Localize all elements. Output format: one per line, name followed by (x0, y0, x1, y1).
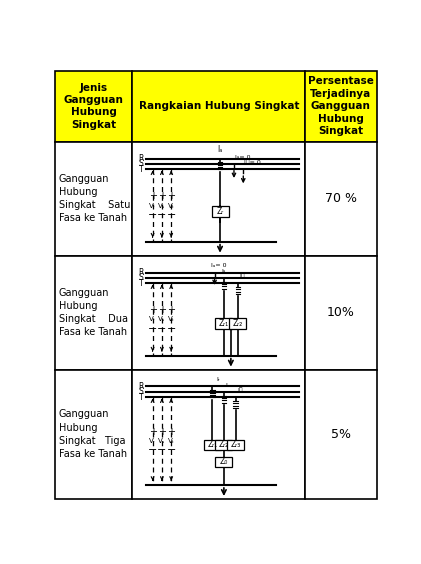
Text: Vₜ: Vₜ (168, 438, 175, 444)
Text: Z₀: Z₀ (220, 457, 228, 466)
Text: Vᵣ: Vᵣ (149, 316, 156, 323)
Text: −: − (157, 446, 167, 455)
Text: Gangguan
Hubung
Singkat   Tiga
Fasa ke Tanah: Gangguan Hubung Singkat Tiga Fasa ke Tan… (59, 409, 127, 459)
Bar (305, 369, 376, 499)
Text: +: + (167, 305, 175, 315)
Text: Rangkaian Hubung Singkat: Rangkaian Hubung Singkat (139, 101, 299, 111)
Text: Gangguan
Hubung
Singkat    Dua
Fasa ke Tanah: Gangguan Hubung Singkat Dua Fasa ke Tana… (59, 288, 128, 337)
Bar (305, 70, 376, 142)
Text: S: S (139, 387, 143, 396)
Text: Vᵣ: Vᵣ (149, 438, 156, 444)
Text: −: − (157, 324, 167, 334)
Text: Vₜ: Vₜ (168, 202, 175, 209)
Text: +: + (149, 427, 157, 437)
Text: Gangguan
Hubung
Singkat    Satu
Fasa ke Tanah: Gangguan Hubung Singkat Satu Fasa ke Tan… (59, 174, 130, 223)
Text: Vᵣ: Vᵣ (149, 202, 156, 209)
Bar (229, 318, 246, 329)
Bar (133, 142, 305, 255)
Bar (216, 440, 232, 450)
Bar (211, 206, 229, 217)
Text: Vₛ: Vₛ (158, 438, 165, 444)
Text: −: − (167, 210, 176, 220)
Text: Iₐ= 0: Iₐ= 0 (211, 263, 226, 268)
Text: +: + (167, 427, 175, 437)
Text: −: − (167, 324, 176, 334)
Text: Jenis
Gangguan
Hubung
Singkat: Jenis Gangguan Hubung Singkat (64, 82, 124, 130)
Bar (216, 318, 232, 329)
Text: +: + (158, 427, 166, 437)
Text: R: R (138, 154, 143, 163)
Text: Iᵣ: Iᵣ (217, 377, 220, 382)
Bar (55, 255, 133, 369)
Text: S: S (139, 274, 143, 283)
Bar (227, 440, 244, 450)
Bar (305, 255, 376, 369)
Text: T: T (139, 165, 143, 174)
Bar (133, 255, 305, 369)
Bar (216, 456, 232, 466)
Text: Iᵦ= 0: Iᵦ= 0 (235, 155, 250, 160)
Text: Iₛ: Iₛ (226, 383, 230, 388)
Text: Iₐ: Iₐ (217, 145, 223, 154)
Text: I꜀= 0: I꜀= 0 (244, 160, 261, 165)
Text: I꜀: I꜀ (240, 274, 245, 279)
Text: Vₛ: Vₛ (158, 202, 165, 209)
Text: 5%: 5% (331, 428, 351, 440)
Text: 70 %: 70 % (325, 192, 357, 205)
Bar (55, 369, 133, 499)
Text: Zᵣ: Zᵣ (216, 207, 224, 216)
Text: Zᵣ₁: Zᵣ₁ (207, 440, 217, 450)
Text: S: S (139, 160, 143, 169)
Bar (305, 142, 376, 255)
Bar (55, 70, 133, 142)
Text: 10%: 10% (327, 306, 355, 319)
Text: −: − (148, 446, 157, 455)
Bar (133, 70, 305, 142)
Bar (55, 142, 133, 255)
Text: +: + (149, 305, 157, 315)
Text: −: − (148, 324, 157, 334)
Bar (133, 369, 305, 499)
Text: Iᵦ: Iᵦ (222, 269, 226, 274)
Text: Zᵣ₁: Zᵣ₁ (219, 319, 229, 328)
Text: T: T (139, 393, 143, 402)
Bar (204, 440, 221, 450)
Text: Zᵣ₂: Zᵣ₂ (219, 440, 229, 450)
Text: −: − (157, 210, 167, 220)
Text: Persentase
Terjadinya
Gangguan
Hubung
Singkat: Persentase Terjadinya Gangguan Hubung Si… (308, 76, 374, 136)
Text: −: − (167, 446, 176, 455)
Text: +: + (158, 191, 166, 201)
Text: Zᵣ₂: Zᵣ₂ (233, 319, 243, 328)
Text: −: − (148, 210, 157, 220)
Text: +: + (167, 191, 175, 201)
Text: +: + (149, 191, 157, 201)
Text: Vₜ: Vₜ (168, 316, 175, 323)
Text: I꜀: I꜀ (237, 388, 242, 394)
Text: R: R (138, 382, 143, 391)
Text: R: R (138, 268, 143, 277)
Text: Vₛ: Vₛ (158, 316, 165, 323)
Text: +: + (158, 305, 166, 315)
Text: Zᵣ₃: Zᵣ₃ (230, 440, 241, 450)
Text: T: T (139, 279, 143, 288)
